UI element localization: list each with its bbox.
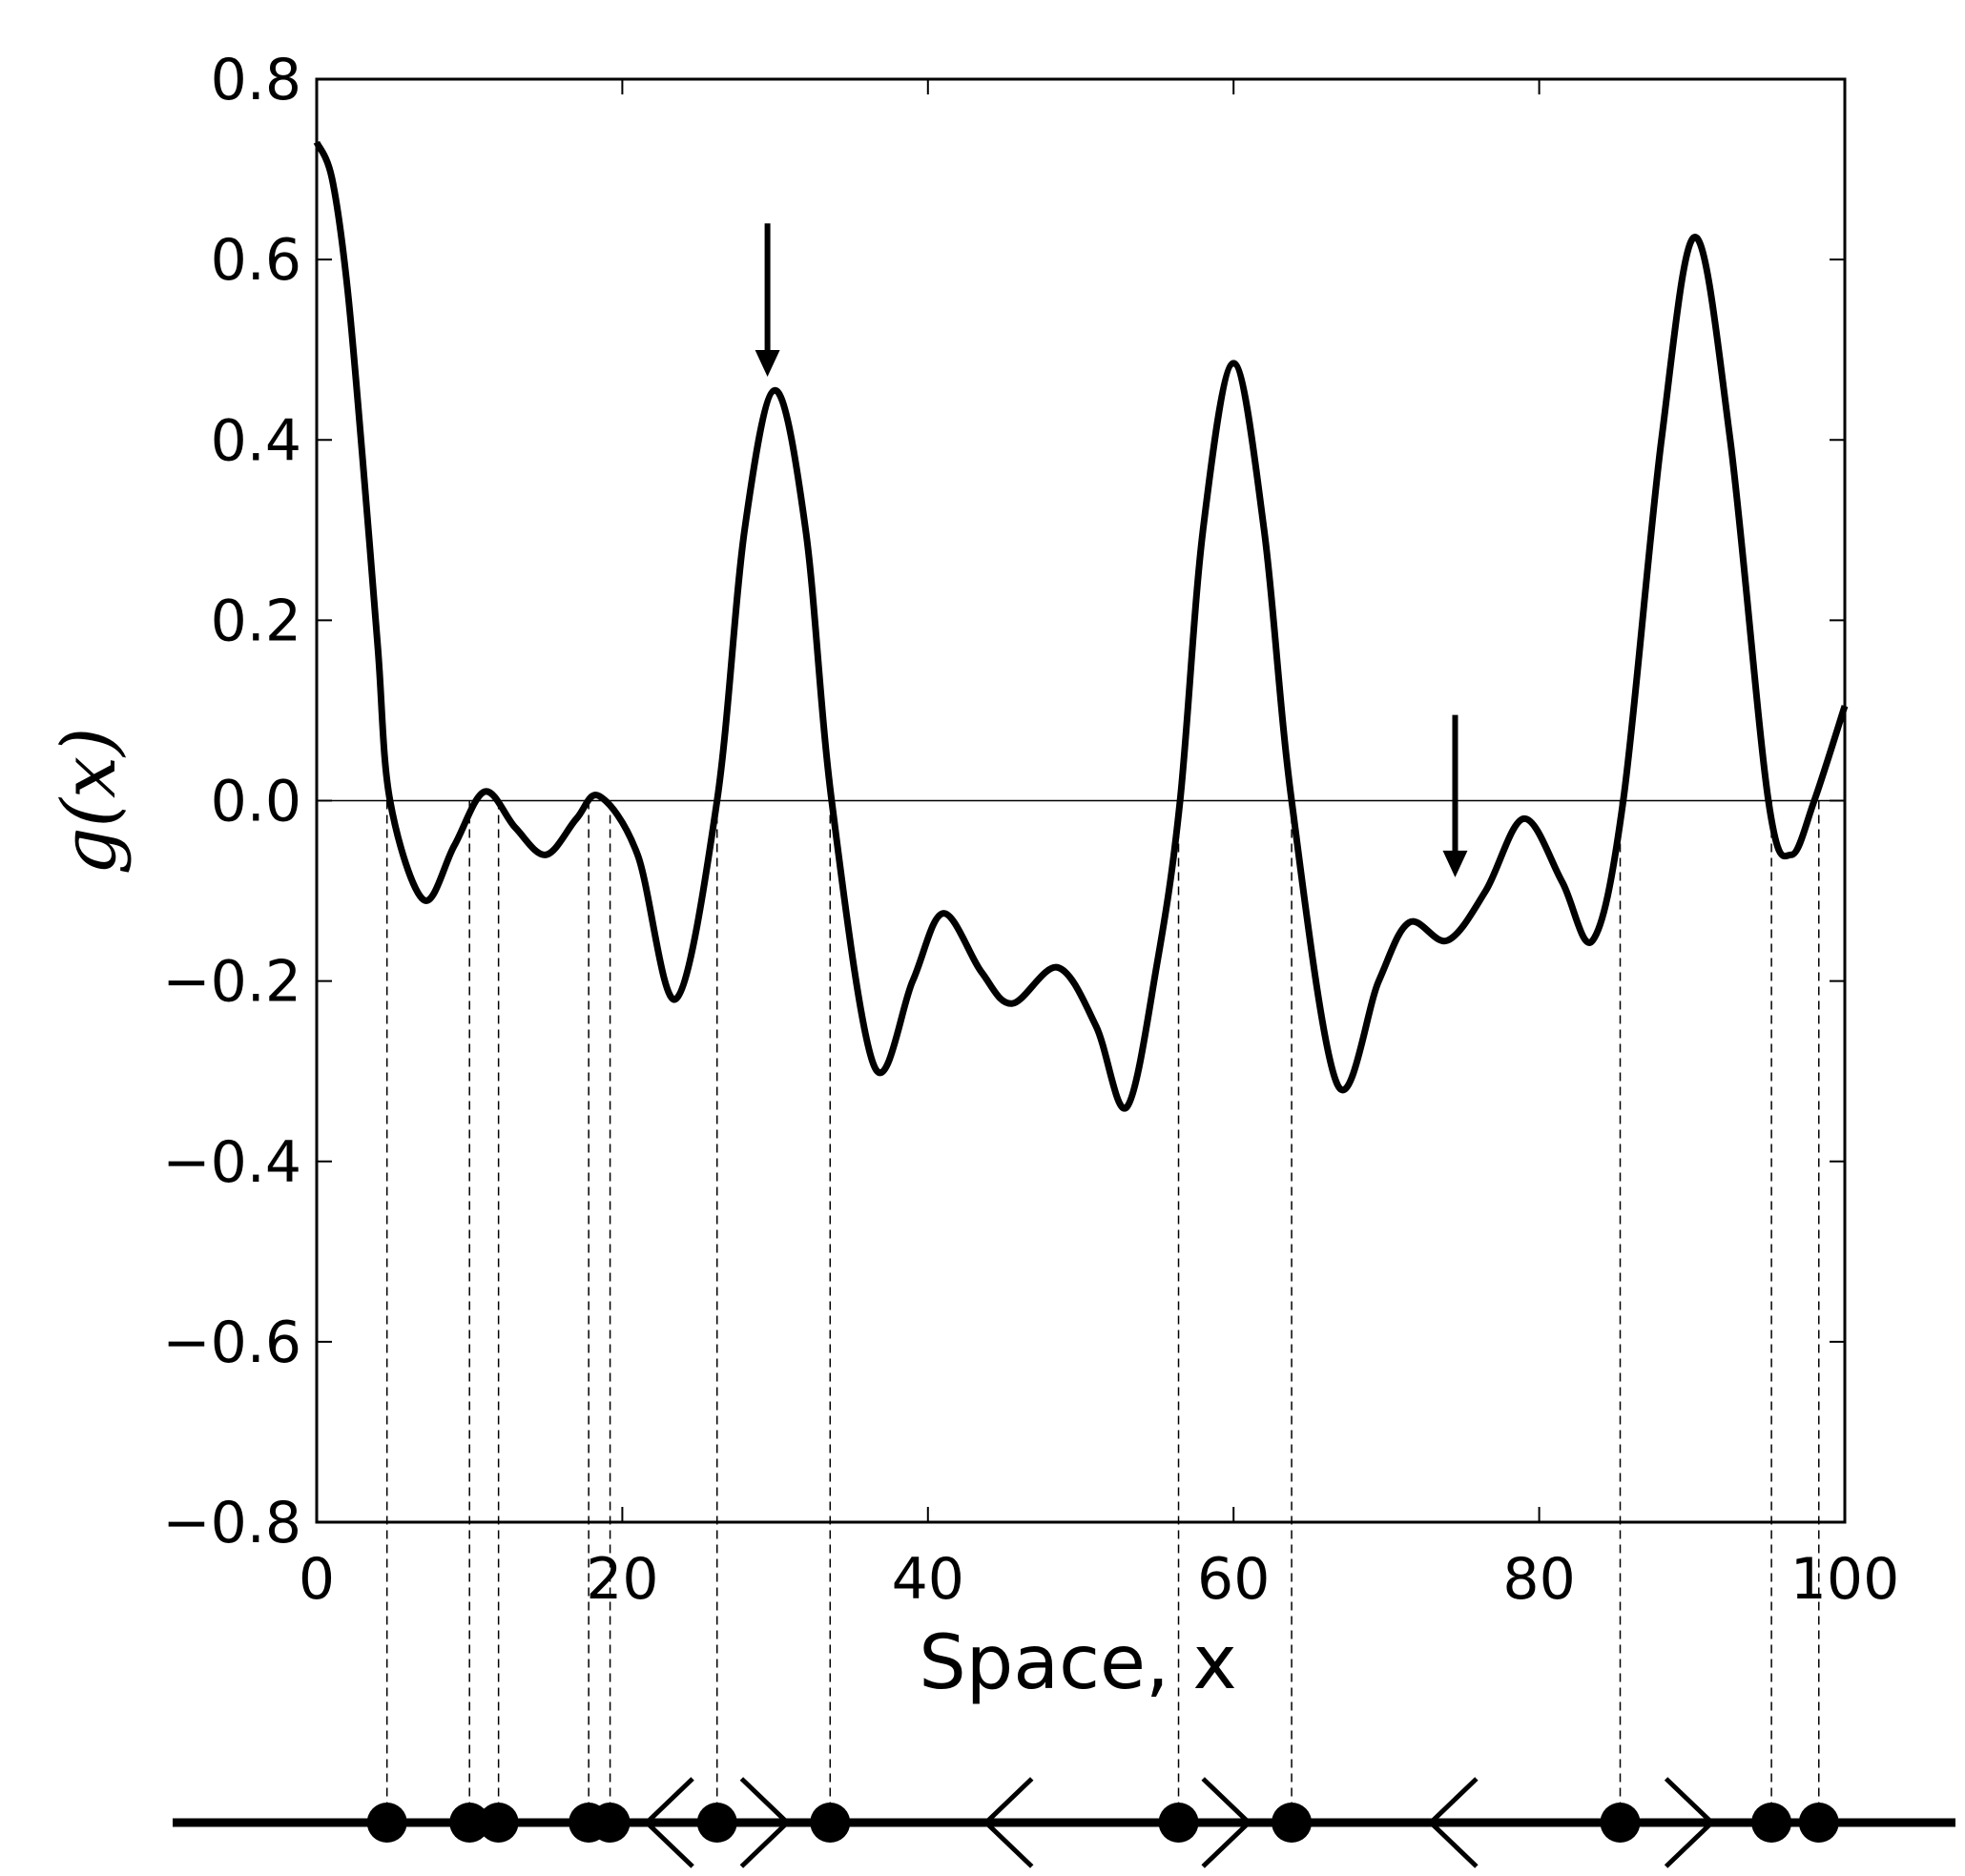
x-tick-label: 0 bbox=[299, 1546, 335, 1613]
annotation-arrow-head bbox=[755, 350, 780, 378]
y-tick-label: −0.2 bbox=[162, 949, 301, 1016]
y-tick-label: 0.8 bbox=[211, 47, 301, 113]
y-tick-label: 0.4 bbox=[211, 407, 301, 474]
fixed-point bbox=[478, 1803, 519, 1843]
fixed-point bbox=[1158, 1803, 1199, 1843]
x-axis-label: Space, x bbox=[919, 1620, 1236, 1706]
fixed-point bbox=[366, 1803, 407, 1843]
fixed-point bbox=[1600, 1803, 1641, 1843]
x-tick-label: 20 bbox=[586, 1546, 658, 1613]
y-tick-label: −0.8 bbox=[162, 1490, 301, 1556]
plot-frame bbox=[315, 77, 1847, 1524]
fixed-point bbox=[1751, 1803, 1792, 1843]
x-tick-label: 40 bbox=[892, 1546, 964, 1613]
y-tick-label: 0.0 bbox=[211, 769, 301, 835]
x-tick-label: 80 bbox=[1502, 1546, 1575, 1613]
annotation-arrow-head bbox=[1442, 850, 1468, 877]
y-axis-label: g(x) bbox=[47, 728, 133, 876]
flow-right bbox=[1664, 1777, 1716, 1868]
flow-right bbox=[739, 1777, 791, 1868]
flow-left bbox=[982, 1777, 1034, 1868]
fixed-point bbox=[1798, 1803, 1839, 1843]
y-tick-label: 0.6 bbox=[211, 227, 301, 294]
fixed-point bbox=[449, 1803, 490, 1843]
curve bbox=[313, 140, 1849, 1112]
flow-right bbox=[1201, 1777, 1252, 1868]
fixed-point bbox=[810, 1803, 851, 1843]
flow-left bbox=[643, 1777, 694, 1868]
x-tick-label: 60 bbox=[1197, 1546, 1270, 1613]
y-tick-label: 0.2 bbox=[211, 588, 301, 654]
fixed-point bbox=[590, 1803, 631, 1843]
y-tick-label: −0.4 bbox=[162, 1129, 301, 1196]
flow-left bbox=[1427, 1777, 1479, 1868]
fixed-point bbox=[1272, 1803, 1313, 1843]
fixed-point bbox=[696, 1803, 737, 1843]
y-tick-label: −0.6 bbox=[162, 1309, 301, 1376]
x-tick-label: 100 bbox=[1790, 1546, 1900, 1613]
